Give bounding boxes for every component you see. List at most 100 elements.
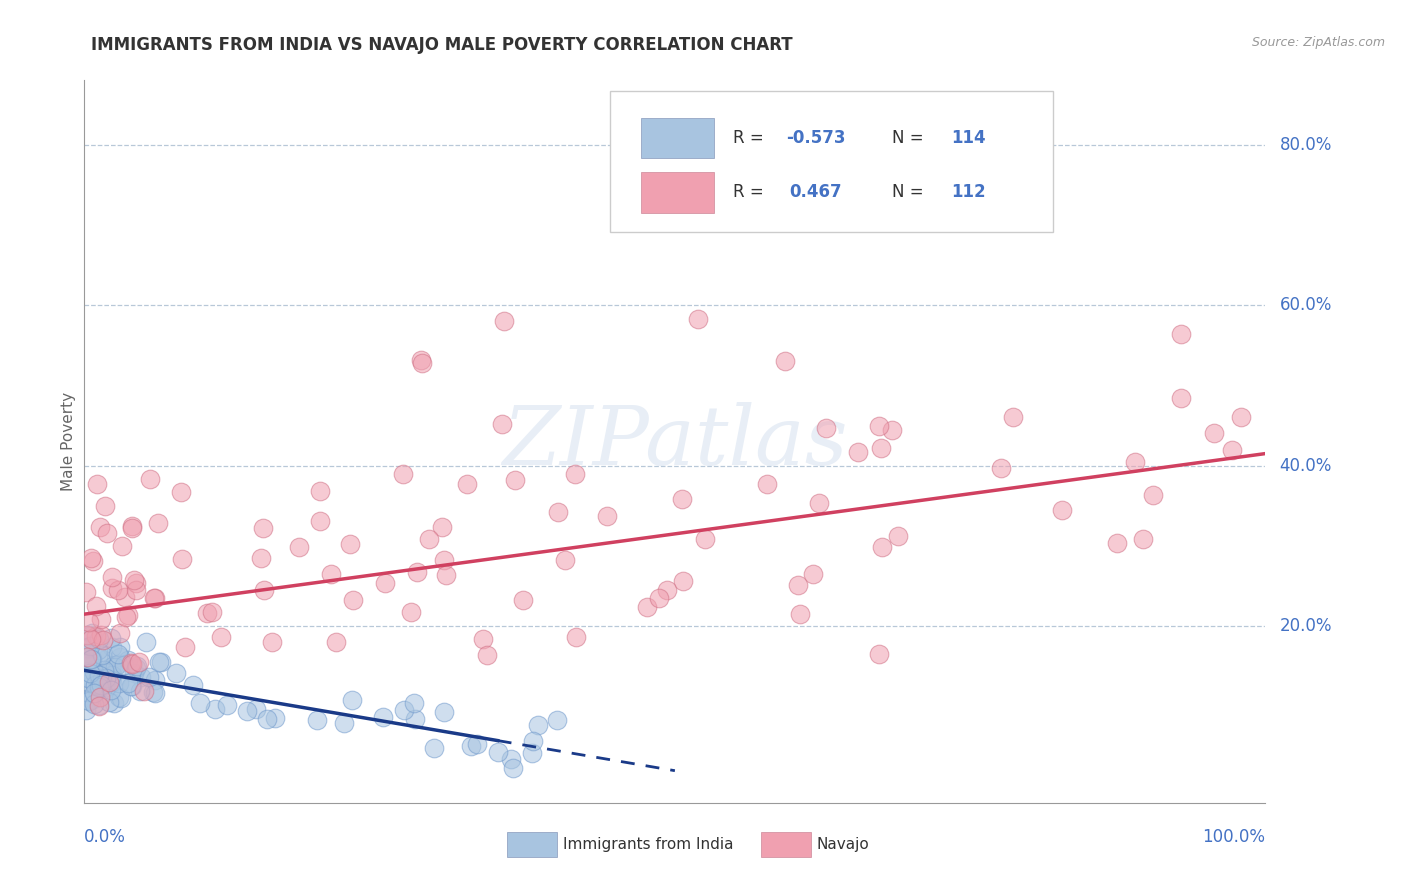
Point bbox=[91, 633, 114, 648]
Point bbox=[117, 676, 139, 690]
Point bbox=[411, 356, 433, 370]
Point bbox=[789, 607, 811, 621]
Point bbox=[114, 610, 136, 624]
Point bbox=[460, 739, 482, 753]
Point bbox=[342, 592, 364, 607]
Point bbox=[1170, 327, 1192, 342]
Text: 20.0%: 20.0% bbox=[1279, 617, 1331, 635]
Point bbox=[107, 690, 129, 704]
Point bbox=[522, 734, 544, 748]
Point bbox=[77, 666, 100, 681]
Point bbox=[96, 676, 118, 690]
Point bbox=[87, 699, 110, 714]
Point bbox=[433, 552, 456, 566]
Point bbox=[110, 691, 132, 706]
Point bbox=[319, 567, 342, 582]
Point bbox=[82, 692, 104, 706]
Point bbox=[124, 573, 146, 587]
Point bbox=[686, 311, 709, 326]
Point bbox=[309, 514, 332, 528]
Point bbox=[505, 473, 527, 487]
Point bbox=[308, 484, 330, 499]
Point bbox=[89, 690, 111, 704]
Point bbox=[77, 693, 100, 707]
Point bbox=[204, 702, 226, 716]
Point bbox=[75, 674, 97, 689]
Point bbox=[103, 658, 125, 673]
Point bbox=[82, 626, 104, 640]
Point bbox=[814, 421, 837, 435]
Point bbox=[1220, 443, 1243, 458]
Point bbox=[128, 655, 150, 669]
Point bbox=[1170, 392, 1192, 406]
Point bbox=[77, 615, 100, 629]
Point bbox=[143, 673, 166, 688]
Point bbox=[107, 582, 129, 597]
Point bbox=[96, 668, 118, 682]
Point bbox=[77, 629, 100, 643]
Point bbox=[80, 655, 103, 669]
Text: IMMIGRANTS FROM INDIA VS NAVAJO MALE POVERTY CORRELATION CHART: IMMIGRANTS FROM INDIA VS NAVAJO MALE POV… bbox=[91, 36, 793, 54]
Text: ZIPatlas: ZIPatlas bbox=[502, 401, 848, 482]
Text: R =: R = bbox=[733, 129, 769, 147]
Point bbox=[107, 675, 129, 690]
Point bbox=[87, 632, 110, 646]
Text: Source: ZipAtlas.com: Source: ZipAtlas.com bbox=[1251, 36, 1385, 49]
Text: 112: 112 bbox=[952, 183, 986, 202]
Point bbox=[846, 445, 869, 459]
Point bbox=[87, 671, 110, 685]
Point bbox=[108, 640, 131, 655]
Point bbox=[392, 703, 415, 717]
Point bbox=[90, 612, 112, 626]
Point bbox=[94, 671, 117, 685]
Point bbox=[83, 678, 105, 692]
Point bbox=[77, 655, 100, 669]
Point bbox=[104, 659, 127, 673]
Point bbox=[870, 540, 893, 554]
Point bbox=[169, 484, 191, 499]
FancyBboxPatch shape bbox=[761, 832, 811, 857]
Point bbox=[148, 655, 170, 669]
Point bbox=[1132, 532, 1154, 546]
Point bbox=[422, 740, 444, 755]
Point bbox=[84, 629, 107, 643]
Text: Navajo: Navajo bbox=[817, 838, 869, 852]
Point bbox=[868, 418, 890, 433]
Point bbox=[96, 665, 118, 679]
Point bbox=[84, 599, 107, 614]
Point bbox=[98, 695, 121, 709]
Point bbox=[117, 653, 139, 667]
Point bbox=[79, 651, 101, 665]
Point bbox=[173, 640, 195, 654]
Point bbox=[129, 670, 152, 684]
Point bbox=[1230, 409, 1253, 424]
Point bbox=[142, 685, 165, 699]
Point bbox=[170, 551, 193, 566]
Point bbox=[76, 657, 98, 671]
Point bbox=[245, 702, 267, 716]
Point bbox=[100, 660, 122, 674]
Point bbox=[432, 520, 454, 534]
Point bbox=[433, 705, 456, 719]
Point bbox=[264, 710, 287, 724]
Point bbox=[83, 665, 105, 680]
Point bbox=[107, 648, 129, 662]
Text: N =: N = bbox=[893, 183, 929, 202]
Point bbox=[325, 634, 347, 648]
Point bbox=[332, 715, 354, 730]
Point bbox=[86, 477, 108, 491]
Point bbox=[83, 686, 105, 700]
Text: 60.0%: 60.0% bbox=[1279, 296, 1331, 314]
Point bbox=[93, 499, 115, 513]
Point bbox=[82, 554, 104, 568]
Point bbox=[100, 632, 122, 646]
Point bbox=[547, 504, 569, 518]
Point bbox=[121, 679, 143, 693]
Point bbox=[103, 696, 125, 710]
Point bbox=[86, 683, 108, 698]
Point bbox=[512, 592, 534, 607]
Point bbox=[87, 649, 110, 664]
Point bbox=[491, 417, 513, 432]
Text: 80.0%: 80.0% bbox=[1279, 136, 1331, 153]
Point bbox=[125, 582, 148, 597]
